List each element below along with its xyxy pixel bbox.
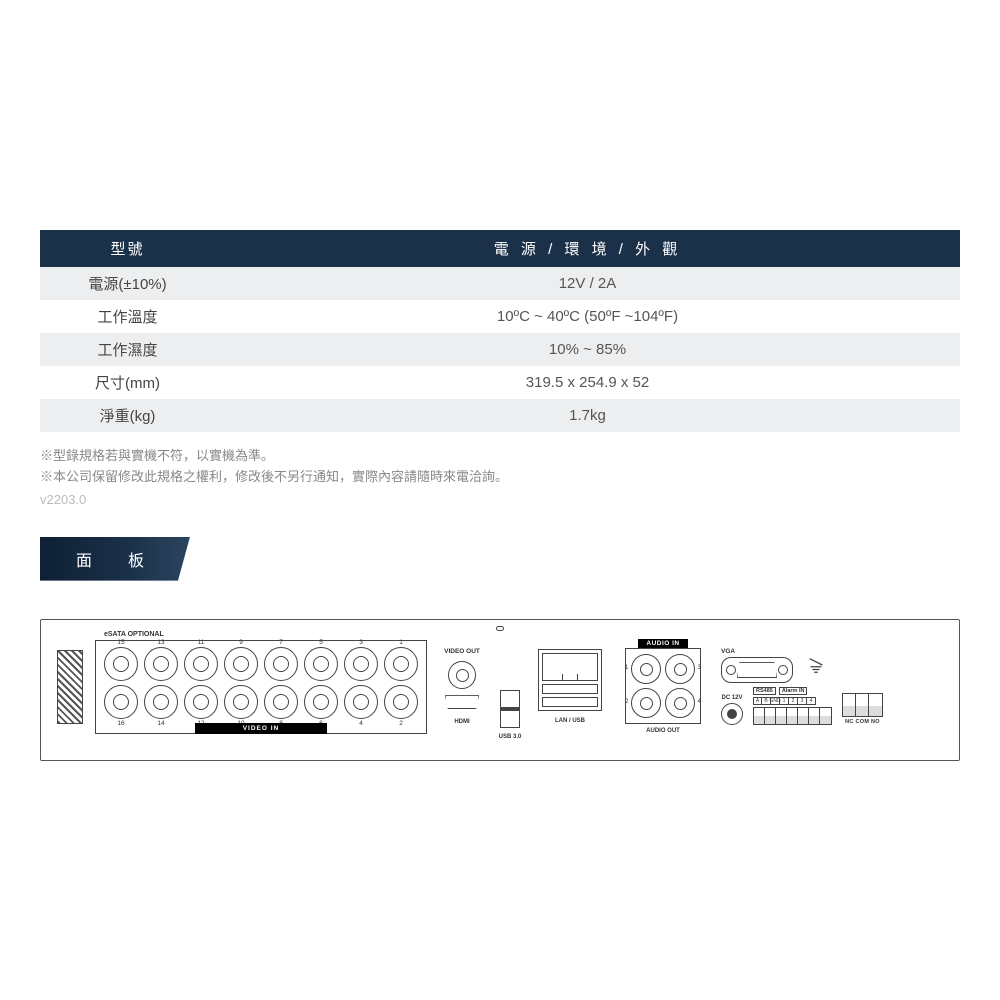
spec-label: 工作溫度 (40, 300, 215, 333)
vga-group: VGA (721, 648, 793, 683)
terminal-group: RS485 Alarm IN A B GND 1 2 3 4 (753, 687, 832, 725)
panel-screw-icon (496, 626, 504, 631)
audio-in-label: AUDIO IN (638, 639, 687, 648)
spec-label: 尺寸(mm) (40, 366, 215, 399)
bnc-port-icon: 13 (144, 647, 178, 681)
term-cell: 4 (807, 697, 816, 705)
section-tab-panel: 面 板 (40, 537, 190, 581)
table-row: 工作溫度 10ºC ~ 40ºC (50ºF ~104ºF) (40, 300, 960, 333)
spec-header-category: 電 源 / 環 境 / 外 觀 (215, 230, 960, 267)
bnc-port-icon: 6 (304, 685, 338, 719)
vga-label: VGA (721, 648, 735, 655)
rca-port-icon: 2 (631, 688, 661, 718)
bnc-port-icon: 14 (144, 685, 178, 719)
table-row: 工作濕度 10% ~ 85% (40, 333, 960, 366)
video-in-label: VIDEO IN (195, 723, 327, 734)
spec-label: 電源(±10%) (40, 267, 215, 300)
bnc-port-icon: 12 (184, 685, 218, 719)
spec-header-model: 型號 (40, 230, 215, 267)
version-text: v2203.0 (40, 492, 960, 507)
esata-label: eSATA OPTIONAL (102, 631, 166, 638)
rear-panel-diagram: eSATA OPTIONAL 15 13 11 9 7 5 3 1 16 14 … (40, 619, 960, 761)
video-out-group: VIDEO OUT HDMI (439, 634, 485, 740)
video-in-group: eSATA OPTIONAL 15 13 11 9 7 5 3 1 16 14 … (95, 640, 427, 734)
audio-out-label: AUDIO OUT (646, 728, 680, 734)
video-out-label: VIDEO OUT (444, 648, 480, 655)
alarm-in-label: Alarm IN (779, 687, 808, 695)
term-cell: 2 (789, 697, 798, 705)
bnc-port-icon (448, 661, 476, 689)
ground-icon (807, 656, 825, 674)
usb-port-icon (500, 690, 520, 728)
footnotes: ※型錄規格若與實機不符，以實機為準。 ※本公司保留修改此規格之權利，修改後不另行… (40, 446, 960, 488)
term-cell: GND (771, 697, 780, 705)
relay-group: NC COM NO (842, 693, 883, 725)
dc-jack-icon (721, 703, 743, 725)
spec-value: 10ºC ~ 40ºC (50ºF ~104ºF) (215, 300, 960, 333)
spec-value: 1.7kg (215, 399, 960, 432)
footnote-line: ※本公司保留修改此規格之權利，修改後不另行通知，實際內容請隨時來電洽詢。 (40, 467, 960, 488)
usb3-group: USB 3.0 (497, 634, 523, 740)
lan-usb-group: LAN / USB (535, 634, 605, 740)
table-row: 淨重(kg) 1.7kg (40, 399, 960, 432)
rca-port-icon: 4 (665, 688, 695, 718)
nc-com-no-label: NC COM NO (845, 719, 880, 725)
bnc-port-icon: 8 (264, 685, 298, 719)
bnc-port-icon: 10 (224, 685, 258, 719)
rca-port-icon: 3 (665, 654, 695, 684)
term-cell: A (753, 697, 762, 705)
spec-table: 型號 電 源 / 環 境 / 外 觀 電源(±10%) 12V / 2A 工作溫… (40, 230, 960, 432)
spec-label: 工作濕度 (40, 333, 215, 366)
hdmi-label: HDMI (454, 719, 469, 725)
table-row: 尺寸(mm) 319.5 x 254.9 x 52 (40, 366, 960, 399)
rca-port-icon: 1 (631, 654, 661, 684)
bnc-port-icon: 7 (264, 647, 298, 681)
audio-in-group: AUDIO IN 1 3 2 4 AUDIO OUT (617, 634, 709, 740)
right-ports-group: VGA DC 12V RS485 Alarm (721, 634, 943, 740)
bnc-port-icon: 11 (184, 647, 218, 681)
rj45-port-icon (542, 653, 598, 681)
bnc-port-icon: 1 (384, 647, 418, 681)
usb3-label: USB 3.0 (499, 734, 522, 740)
bnc-grid: 15 13 11 9 7 5 3 1 16 14 12 10 8 6 4 2 (104, 647, 418, 719)
spec-value: 319.5 x 254.9 x 52 (215, 366, 960, 399)
term-cell: 3 (798, 697, 807, 705)
table-row: 電源(±10%) 12V / 2A (40, 267, 960, 300)
terminal-block-icon (842, 693, 883, 717)
bnc-port-icon: 15 (104, 647, 138, 681)
usb-port-icon (542, 684, 598, 694)
spec-label: 淨重(kg) (40, 399, 215, 432)
spec-value: 10% ~ 85% (215, 333, 960, 366)
term-cell: 1 (780, 697, 789, 705)
vent-grill-icon (57, 650, 83, 724)
bnc-port-icon: 5 (304, 647, 338, 681)
bnc-port-icon: 3 (344, 647, 378, 681)
terminal-block-icon (753, 707, 832, 725)
usb-port-icon (542, 697, 598, 707)
dc-power-group: DC 12V (721, 695, 743, 725)
spec-value: 12V / 2A (215, 267, 960, 300)
bnc-port-icon: 16 (104, 685, 138, 719)
vga-port-icon (721, 657, 793, 683)
bnc-port-icon: 2 (384, 685, 418, 719)
lan-usb-label: LAN / USB (555, 718, 585, 724)
bnc-port-icon: 4 (344, 685, 378, 719)
rs485-label: RS485 (753, 687, 776, 695)
dc12v-label: DC 12V (721, 695, 742, 701)
hdmi-port-icon (445, 695, 479, 709)
footnote-line: ※型錄規格若與實機不符，以實機為準。 (40, 446, 960, 467)
bnc-port-icon: 9 (224, 647, 258, 681)
